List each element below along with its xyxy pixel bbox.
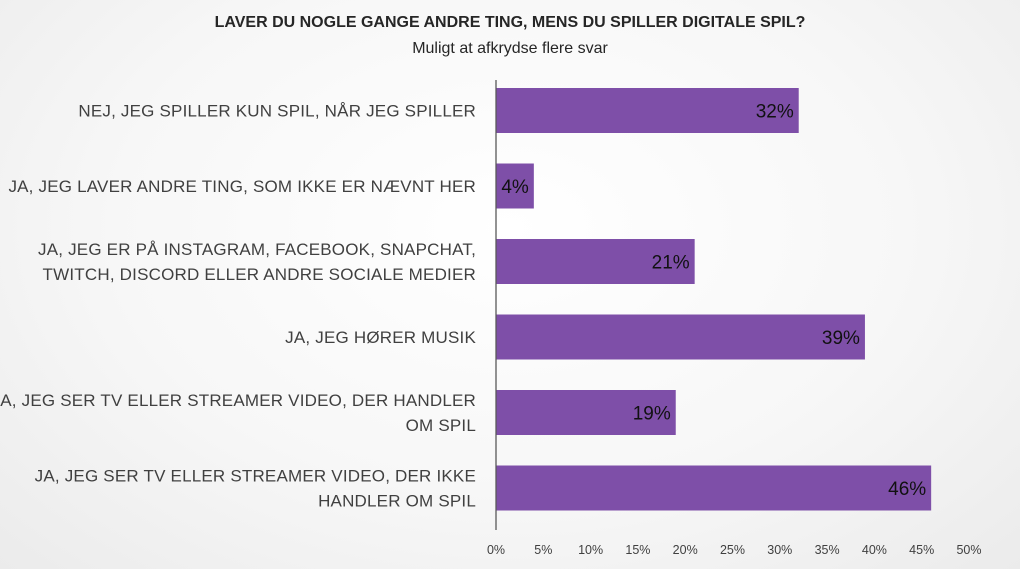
category-label: JA, JEG LAVER ANDRE TING, SOM IKKE ER NÆ… — [8, 177, 476, 196]
x-tick-label: 15% — [625, 543, 650, 557]
data-label: 46% — [888, 479, 926, 500]
category-label: JA, JEG SER TV ELLER STREAMER VIDEO, DER… — [0, 391, 476, 410]
x-tick-label: 45% — [909, 543, 934, 557]
data-label: 32% — [756, 102, 794, 123]
category-label: NEJ, JEG SPILLER KUN SPIL, NÅR JEG SPILL… — [78, 102, 476, 121]
bar — [496, 163, 534, 209]
category-label: HANDLER OM SPIL — [318, 492, 476, 511]
bar — [496, 239, 695, 284]
bar — [496, 314, 865, 360]
category-label: OM SPIL — [406, 416, 476, 435]
data-label: 19% — [633, 404, 671, 425]
bar — [496, 88, 799, 133]
category-label: JA, JEG SER TV ELLER STREAMER VIDEO, DER… — [35, 467, 476, 486]
data-label: 39% — [822, 328, 860, 349]
x-tick-label: 20% — [673, 543, 698, 557]
x-tick-label: 0% — [487, 543, 505, 557]
category-label: JA, JEG ER PÅ INSTAGRAM, FACEBOOK, SNAPC… — [38, 240, 476, 259]
chart-title: LAVER DU NOGLE GANGE ANDRE TING, MENS DU… — [214, 14, 806, 31]
category-label: TWITCH, DISCORD ELLER ANDRE SOCIALE MEDI… — [43, 265, 476, 284]
x-tick-label: 25% — [720, 543, 745, 557]
chart-subtitle: Muligt at afkrydse flere svar — [412, 40, 608, 57]
x-tick-label: 30% — [767, 543, 792, 557]
x-tick-label: 10% — [578, 543, 603, 557]
bar — [496, 390, 676, 435]
bar — [496, 465, 932, 511]
x-tick-label: 50% — [956, 543, 981, 557]
data-label: 4% — [501, 177, 529, 198]
x-tick-label: 5% — [534, 543, 552, 557]
x-tick-label: 35% — [815, 543, 840, 557]
x-tick-label: 40% — [862, 543, 887, 557]
category-label: JA, JEG HØRER MUSIK — [285, 328, 476, 347]
data-label: 21% — [652, 253, 690, 274]
